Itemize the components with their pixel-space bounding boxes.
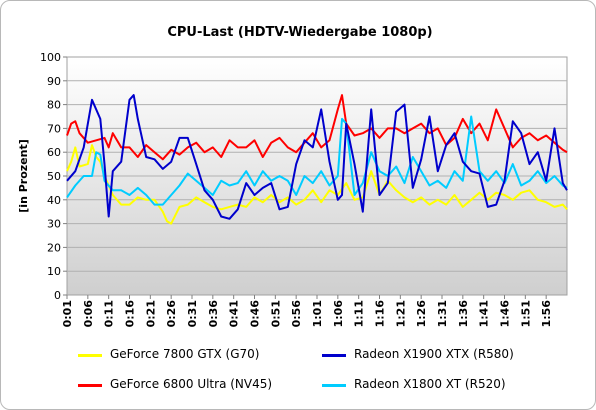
series-line-3 [66,115,568,206]
legend-swatch [322,384,346,387]
x-tick-label: 1:31 [436,300,449,327]
x-tick-label: 0:41 [228,300,241,327]
y-tick-label: 40 [47,194,61,207]
x-tick-label: 0:26 [165,300,178,328]
series-line-2 [66,94,568,220]
x-tick-label: 1:41 [478,300,491,327]
y-tick-label: 50 [47,170,61,183]
x-tick-label: 1:16 [374,300,387,328]
x-tick-label: 1:26 [415,300,428,328]
y-tick-label: 60 [47,146,61,159]
x-tick-label: 1:51 [519,300,532,327]
x-tick-label: 0:21 [144,300,157,327]
x-tick-label: 1:36 [457,300,470,328]
y-tick-label: 30 [47,218,61,231]
y-tick-label: 90 [47,75,61,88]
legend-label: GeForce 7800 GTX (G70) [110,347,260,361]
x-tick-label: 0:31 [186,300,199,327]
series-line-0 [66,144,568,225]
x-tick-label: 0:46 [249,300,262,328]
legend-label: Radeon X1900 XTX (R580) [354,347,514,361]
y-tick-label: 10 [47,265,61,278]
x-tick-label: 0:36 [207,300,220,328]
legend-label: Radeon X1800 XT (R520) [354,377,506,391]
x-axis-ticks: 0:01 0:06 0:11 0:16 0:21 0:26 0:31 0:36 0:41 0:46… [61,295,553,327]
y-tick-label: 80 [47,99,61,112]
x-tick-label: 0:01 [61,300,74,327]
x-tick-label: 0:56 [290,300,303,328]
x-tick-label: 1:11 [353,300,366,327]
x-tick-label: 1:06 [332,300,345,328]
y-tick-label: 20 [47,241,61,254]
y-tick-label: 70 [47,122,61,135]
x-tick-label: 0:11 [103,300,116,327]
x-tick-label: 1:21 [394,300,407,327]
legend-label: GeForce 6800 Ultra (NV45) [110,377,273,391]
legend-swatch [78,384,102,387]
chart-title: CPU-Last (HDTV-Wiedergabe 1080p) [167,25,432,40]
y-axis-ticks: 0 10 20 30 40 50 60 70 80 90 100 [40,51,67,302]
y-tick-label: 100 [40,51,61,64]
x-tick-label: 1:01 [311,300,324,327]
y-axis-label: [in Prozent] [17,139,30,212]
legend-swatch [322,354,346,357]
series-line-1 [66,94,568,161]
x-tick-label: 1:56 [540,300,553,328]
x-tick-label: 0:51 [269,300,282,327]
x-tick-label: 1:46 [499,300,512,328]
series-lines [66,94,568,225]
x-tick-label: 0:16 [124,300,137,328]
x-tick-label: 0:06 [82,300,95,328]
y-tick-label: 0 [54,289,61,302]
legend-swatch [78,354,102,357]
